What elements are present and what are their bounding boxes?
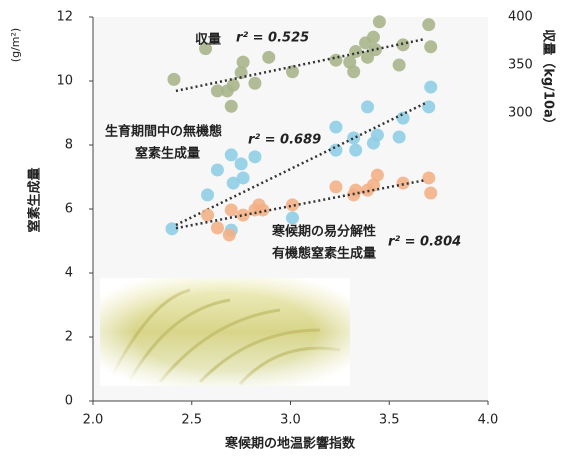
point <box>248 150 261 163</box>
point <box>223 228 236 241</box>
point <box>422 18 435 31</box>
point <box>235 157 248 170</box>
point <box>262 51 275 64</box>
y2-tick-label: 300 <box>508 106 533 121</box>
x-tick-label: 4.0 <box>478 413 499 428</box>
y2-tick-label: 400 <box>508 10 533 25</box>
rice-photo <box>100 278 350 386</box>
y2-tick-label: 350 <box>508 58 533 73</box>
point <box>347 65 360 78</box>
point <box>349 144 362 157</box>
point <box>349 184 362 197</box>
point <box>237 171 250 184</box>
y-axis-title: 窒素生成量 <box>27 167 43 232</box>
point <box>167 73 180 86</box>
point <box>424 81 437 94</box>
x-tick-label: 3.5 <box>379 413 400 428</box>
point <box>329 144 342 157</box>
series-label: 生育期間中の無機態 <box>105 124 222 140</box>
point <box>225 100 238 113</box>
point <box>225 148 238 161</box>
x-axis-title: 寒候期の地温影響指数 <box>224 436 356 452</box>
point <box>225 203 238 216</box>
series-label: 窒素生成量 <box>135 146 200 162</box>
point <box>248 77 261 90</box>
point <box>211 221 224 234</box>
x-tick-label: 2.5 <box>181 413 202 428</box>
point <box>201 188 214 201</box>
point <box>373 15 386 28</box>
point <box>349 45 362 58</box>
point <box>286 211 299 224</box>
x-tick-label: 3.0 <box>280 413 301 428</box>
y-tick-label: 12 <box>56 10 73 25</box>
point <box>393 59 406 72</box>
point <box>237 209 250 222</box>
point <box>393 131 406 144</box>
point <box>424 187 437 200</box>
point <box>286 198 299 211</box>
point <box>256 203 269 216</box>
point <box>397 112 410 125</box>
point <box>329 180 342 193</box>
y-tick-label: 2 <box>65 330 73 345</box>
point <box>237 56 250 69</box>
point <box>361 100 374 113</box>
point <box>201 209 214 222</box>
y-tick-label: 6 <box>65 202 73 217</box>
r-squared: r² = 0.689 <box>248 133 321 148</box>
y-tick-label: 8 <box>65 138 73 153</box>
point <box>329 54 342 67</box>
series-label: 有機態窒素生成量 <box>272 246 376 262</box>
r-squared: r² = 0.525 <box>236 31 309 46</box>
point <box>347 131 360 144</box>
point <box>422 171 435 184</box>
y-axis-unit: (g/m²) <box>9 28 22 62</box>
point <box>371 169 384 182</box>
point <box>329 121 342 134</box>
y-tick-label: 4 <box>65 266 73 281</box>
point <box>286 65 299 78</box>
y-tick-label: 10 <box>56 74 73 89</box>
point <box>371 129 384 142</box>
series-label: 寒候期の易分解性 <box>271 224 376 240</box>
point <box>227 79 240 92</box>
point <box>367 31 380 44</box>
point <box>369 43 382 56</box>
y2-axis-title: 収量（kg/10a） <box>541 29 557 131</box>
point <box>211 163 224 176</box>
y-tick-label: 0 <box>65 394 73 409</box>
chart: 寒候期の地温影響指数 窒素生成量 (g/m²) 収量（kg/10a） 2.0 2.… <box>0 0 574 458</box>
x-tick-label: 2.0 <box>83 413 104 428</box>
point <box>424 40 437 53</box>
series-label: 収量 <box>195 33 221 48</box>
r-squared: r² = 0.804 <box>388 235 461 250</box>
